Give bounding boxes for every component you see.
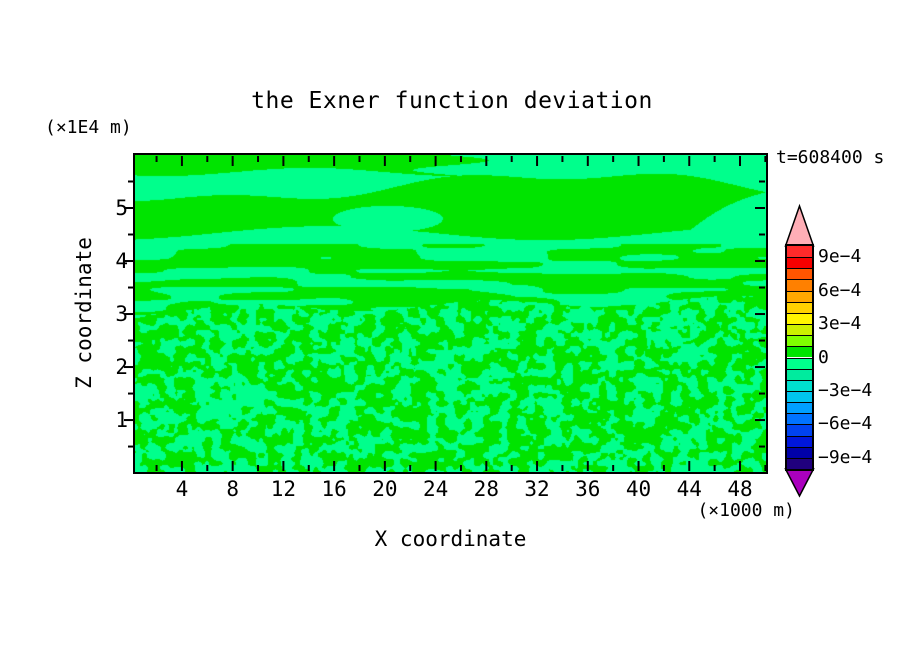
z-tick-label: 4 [115,249,128,274]
time-annotation: t=608400 s [776,147,885,168]
z-axis-unit-label: (×1E4 m) [45,117,132,138]
x-tick-label: 36 [575,477,601,501]
plot-area-frame [133,153,768,474]
x-axis-title: X coordinate [374,527,527,551]
colorbar-segment [787,279,812,291]
x-tick-label: 20 [372,477,398,501]
contour-field-canvas [135,155,766,472]
colorbar-tick-label: 6e−4 [818,279,862,301]
colorbar-segment [787,357,812,369]
x-tick-label: 40 [625,477,652,501]
colorbar-over-range-arrow [784,203,815,247]
z-tick-label: 2 [115,355,128,380]
x-tick-label: 24 [422,477,449,501]
colorbar [785,244,814,471]
colorbar-segment [787,246,812,258]
colorbar-segment [787,424,812,436]
colorbar-tick-label: −3e−4 [818,379,873,401]
x-tick-label: 4 [175,477,189,501]
colorbar-segment [787,346,812,358]
colorbar-tick-label: −6e−4 [818,413,873,435]
x-tick-label: 16 [321,477,347,501]
colorbar-segment [787,379,812,391]
colorbar-segment [787,312,812,325]
x-axis-unit-label: (×1000 m) [697,500,795,521]
colorbar-segment [787,257,812,269]
colorbar-segment [787,457,812,469]
colorbar-segment [787,301,812,313]
x-tick-label: 32 [524,477,550,501]
colorbar-segment [787,435,812,447]
colorbar-segment [787,402,812,414]
colorbar-segment [787,268,812,280]
x-tick-label: 48 [727,477,753,501]
colorbar-tick-label: −9e−4 [818,446,873,468]
colorbar-segment [787,368,812,380]
colorbar-segment [787,324,812,336]
colorbar-tick-label: 9e−4 [818,246,862,268]
x-tick-label: 12 [270,477,297,501]
colorbar-segment [787,390,812,403]
colorbar-segment [787,413,812,425]
colorbar-segment [787,290,812,302]
z-tick-label: 1 [115,408,128,433]
chart-title: the Exner function deviation [251,88,653,114]
z-tick-label: 5 [115,196,128,220]
colorbar-under-range-arrow [784,468,815,498]
colorbar-tick-label: 0 [818,346,829,368]
colorbar-segment [787,446,812,458]
colorbar-tick-label: 3e−4 [818,313,862,335]
colorbar-segment [787,335,812,347]
z-tick-label: 3 [115,302,128,327]
x-tick-label: 8 [226,477,239,501]
x-tick-label: 44 [676,477,702,501]
x-tick-label: 28 [473,477,499,501]
